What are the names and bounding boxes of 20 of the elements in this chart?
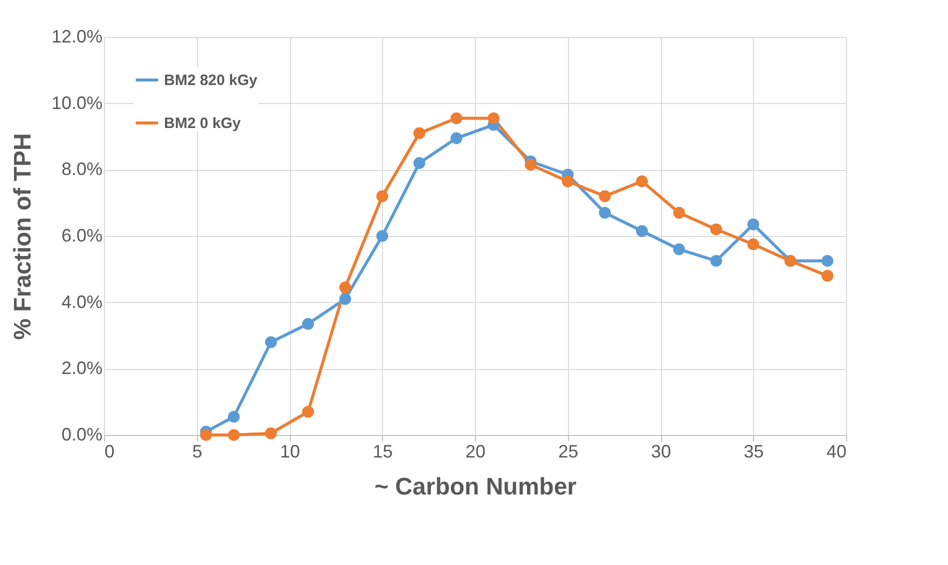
x-tick-label: 0 [104, 442, 115, 462]
y-tick-label: 10.0% [51, 92, 102, 113]
x-tick-label: 15 [372, 442, 393, 462]
y-tick-label: 6.0% [61, 226, 102, 246]
y-tick-label: 12.0% [51, 26, 102, 46]
x-tick-label: 40 [826, 442, 846, 462]
y-axis-title: % Fraction of TPH [9, 133, 36, 340]
x-axis-title: ~ Carbon Number [374, 474, 577, 500]
y-tick-label: 0.0% [61, 424, 102, 444]
legend-label: BM2 820 kGy [164, 72, 258, 89]
y-tick-label: 2.0% [61, 358, 102, 378]
x-tick-label: 20 [465, 442, 486, 462]
x-tick-label: 25 [558, 442, 578, 462]
y-tick-label: 4.0% [61, 292, 102, 312]
x-tick-label: 10 [280, 442, 300, 462]
x-tick-label: 35 [744, 442, 764, 462]
x-tick-label: 5 [192, 442, 202, 462]
x-tick-label: 30 [650, 442, 672, 462]
legend-label: BM2 0 kGy [164, 115, 242, 132]
y-tick-label: 8.0% [61, 159, 102, 180]
